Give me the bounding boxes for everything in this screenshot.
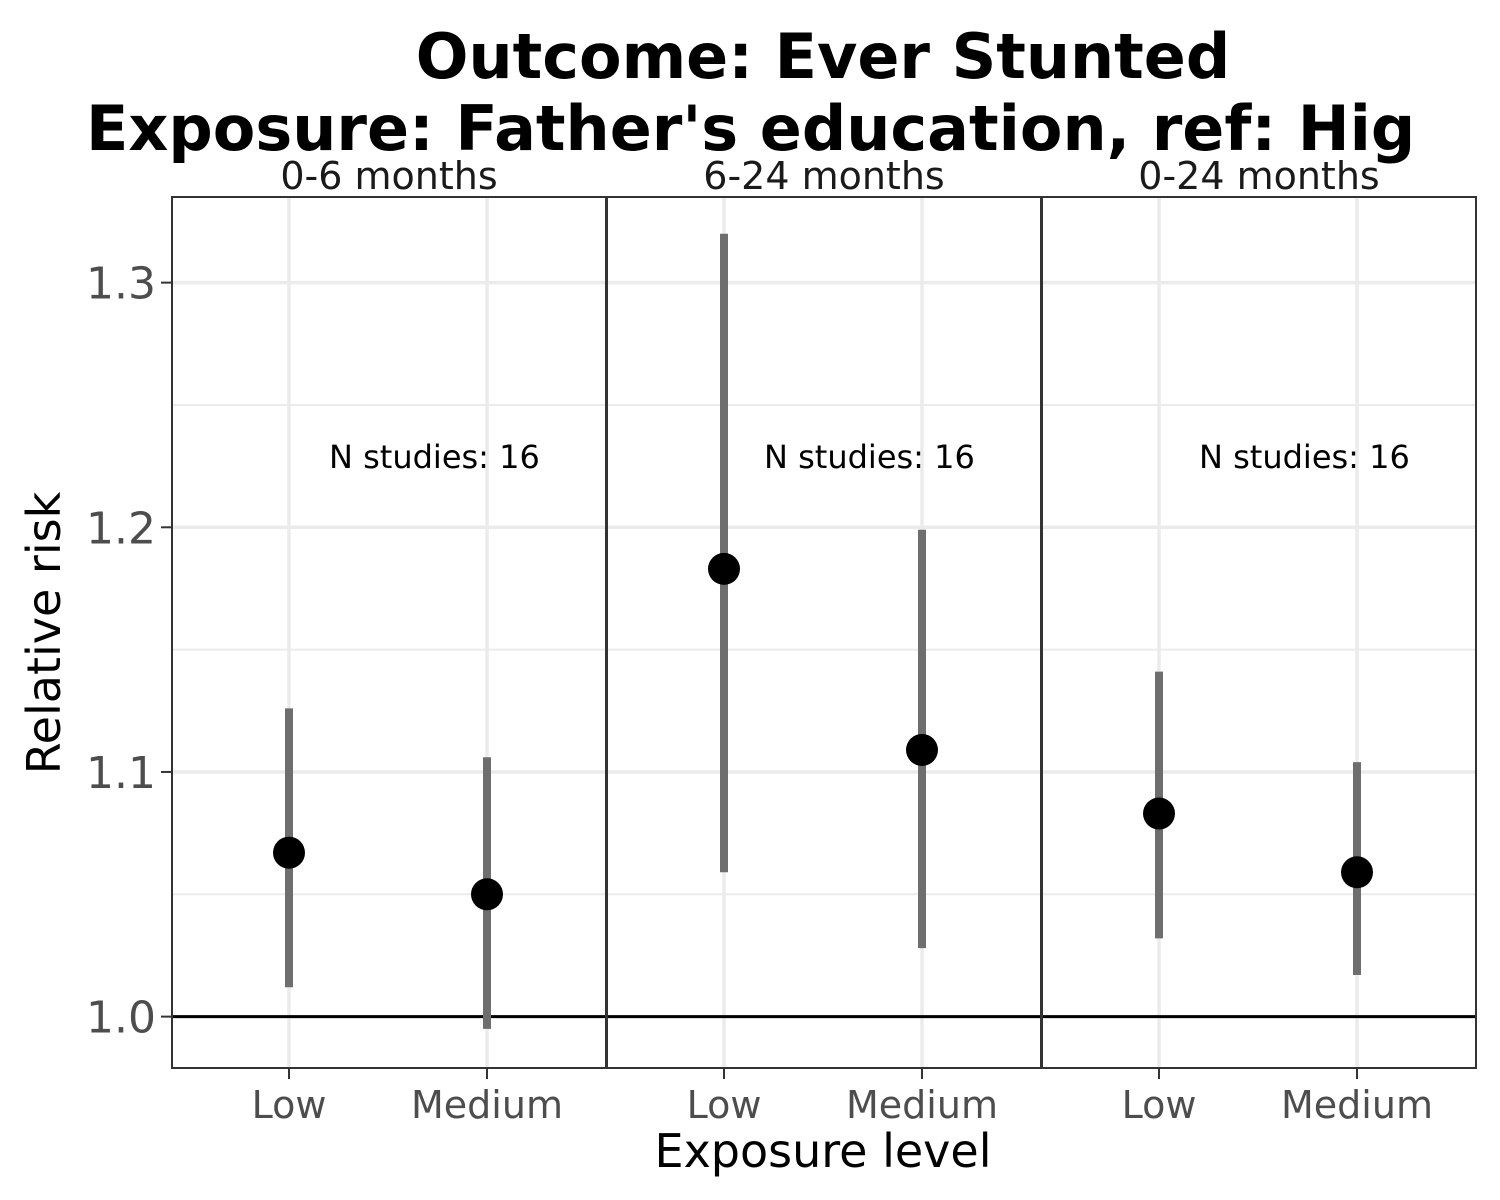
point-estimate-low — [708, 552, 740, 585]
panel-background — [1042, 197, 1476, 1068]
facet-strip-label: 6-24 months — [703, 154, 944, 198]
point-estimate-low — [273, 836, 305, 869]
panel-border — [1041, 196, 1477, 1069]
x-tick-label: Low — [687, 1083, 762, 1127]
panel-0: N studies: 16 0-6 months Low Medium — [171, 154, 607, 1127]
point-estimate-medium — [1341, 856, 1373, 889]
y-axis-title: Relative risk — [17, 491, 71, 774]
y-tick-label: 1.1 — [86, 748, 156, 799]
x-axis-title: Exposure level — [655, 1124, 992, 1178]
panel-background — [172, 197, 606, 1068]
x-tick-label: Medium — [846, 1083, 998, 1127]
panel-1: N studies: 16 6-24 months Low Medium — [606, 154, 1042, 1127]
facet-strip-label: 0-6 months — [280, 154, 497, 198]
point-estimate-medium — [471, 878, 503, 911]
y-axis: 1.0 1.1 1.2 1.3 — [86, 259, 172, 1044]
x-tick-label: Medium — [1281, 1083, 1433, 1127]
chart-title-line-2: Exposure: Father's education, ref: Hig — [86, 92, 1415, 165]
y-tick-label: 1.3 — [86, 259, 156, 310]
facet-strip-label: 0-24 months — [1138, 154, 1379, 198]
point-estimate-medium — [906, 733, 938, 766]
x-tick-label: Low — [1122, 1083, 1197, 1127]
point-estimate-low — [1143, 797, 1175, 830]
n-studies-annotation: N studies: 16 — [329, 438, 540, 476]
n-studies-annotation: N studies: 16 — [764, 438, 975, 476]
x-tick-label: Low — [252, 1083, 327, 1127]
chart-title-line-1: Outcome: Ever Stunted — [416, 20, 1230, 93]
panel-background — [607, 197, 1041, 1068]
panel-2: N studies: 16 0-24 months Low Medium — [1041, 154, 1477, 1127]
y-tick-label: 1.2 — [86, 503, 156, 554]
y-tick-label: 1.0 — [86, 993, 156, 1044]
x-tick-label: Medium — [411, 1083, 563, 1127]
n-studies-annotation: N studies: 16 — [1199, 438, 1410, 476]
